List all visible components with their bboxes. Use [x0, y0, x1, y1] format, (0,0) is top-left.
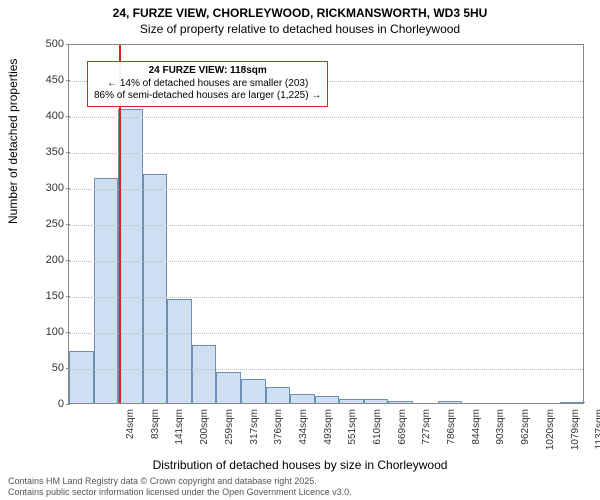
y-tick-label: 500: [14, 38, 64, 50]
x-tick-label: 434sqm: [298, 409, 309, 459]
x-tick-label: 200sqm: [199, 409, 210, 459]
x-tick-label: 1137sqm: [594, 409, 600, 459]
footer-line1: Contains HM Land Registry data © Crown c…: [8, 476, 352, 487]
x-tick-label: 141sqm: [174, 409, 185, 459]
histogram-bar: [315, 396, 340, 403]
x-tick-label: 1020sqm: [545, 409, 556, 459]
x-ticks: 24sqm 83sqm 141sqm 200sqm 259sqm 317sqm 376sqm…: [68, 405, 584, 465]
histogram-bar: [192, 345, 217, 403]
chart-title: 24, FURZE VIEW, CHORLEYWOOD, RICKMANSWOR…: [0, 6, 600, 20]
histogram-bar: [266, 387, 291, 403]
annotation-line3: 86% of semi-detached houses are larger (…: [94, 90, 321, 103]
histogram-chart: 24, FURZE VIEW, CHORLEYWOOD, RICKMANSWOR…: [0, 0, 600, 500]
histogram-bar: [241, 379, 266, 403]
x-axis-label: Distribution of detached houses by size …: [0, 458, 600, 472]
histogram-bar: [290, 394, 315, 403]
x-tick-label: 493sqm: [323, 409, 334, 459]
footer-text: Contains HM Land Registry data © Crown c…: [8, 476, 352, 498]
x-tick-label: 317sqm: [249, 409, 260, 459]
footer-line2: Contains public sector information licen…: [8, 487, 352, 498]
x-tick-label: 903sqm: [495, 409, 506, 459]
histogram-bar: [560, 402, 585, 403]
x-tick-label: 1079sqm: [570, 409, 581, 459]
annotation-line1: 24 FURZE VIEW: 118sqm: [94, 65, 321, 78]
y-tick-label: 250: [14, 218, 64, 230]
histogram-bar: [339, 399, 364, 403]
histogram-bar: [438, 401, 463, 403]
y-tick-label: 400: [14, 110, 64, 122]
x-tick-label: 83sqm: [150, 409, 161, 459]
y-tick-label: 100: [14, 326, 64, 338]
y-tick-label: 50: [14, 362, 64, 374]
annotation-line2: ← 14% of detached houses are smaller (20…: [94, 78, 321, 91]
histogram-bar: [69, 351, 94, 403]
y-tick-label: 450: [14, 74, 64, 86]
y-tick-label: 150: [14, 290, 64, 302]
histogram-bar: [167, 299, 192, 403]
annotation-box: 24 FURZE VIEW: 118sqm ← 14% of detached …: [87, 61, 328, 107]
x-tick-label: 610sqm: [372, 409, 383, 459]
x-tick-label: 259sqm: [224, 409, 235, 459]
x-tick-label: 786sqm: [446, 409, 457, 459]
x-tick-label: 376sqm: [273, 409, 284, 459]
chart-subtitle: Size of property relative to detached ho…: [0, 22, 600, 36]
x-tick-label: 551sqm: [347, 409, 358, 459]
x-tick-label: 727sqm: [421, 409, 432, 459]
y-tick-label: 0: [14, 398, 64, 410]
x-tick-label: 844sqm: [471, 409, 482, 459]
histogram-bar: [388, 401, 413, 403]
y-tick-label: 350: [14, 146, 64, 158]
x-tick-label: 669sqm: [397, 409, 408, 459]
x-tick-label: 24sqm: [125, 409, 136, 459]
plot-area: 24 FURZE VIEW: 118sqm ← 14% of detached …: [68, 44, 584, 404]
histogram-bar: [364, 399, 389, 403]
y-tick-label: 200: [14, 254, 64, 266]
histogram-bar: [216, 372, 241, 403]
y-tick-label: 300: [14, 182, 64, 194]
x-tick-label: 962sqm: [520, 409, 531, 459]
